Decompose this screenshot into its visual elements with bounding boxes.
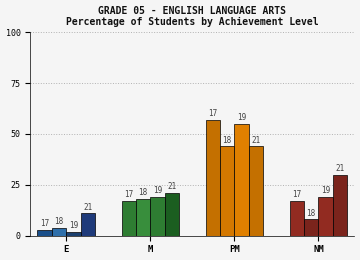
Bar bbox=[289, 201, 304, 236]
Text: 17: 17 bbox=[40, 219, 49, 228]
Text: 19: 19 bbox=[69, 221, 78, 230]
Bar bbox=[319, 197, 333, 236]
Bar bbox=[304, 219, 319, 236]
Title: GRADE 05 - ENGLISH LANGUAGE ARTS
Percentage of Students by Achievement Level: GRADE 05 - ENGLISH LANGUAGE ARTS Percent… bbox=[66, 5, 319, 27]
Text: 17: 17 bbox=[208, 109, 217, 118]
Bar bbox=[37, 230, 52, 236]
Bar bbox=[165, 193, 179, 236]
Bar bbox=[81, 213, 95, 236]
Bar bbox=[220, 146, 234, 236]
Text: 19: 19 bbox=[153, 186, 162, 196]
Bar bbox=[234, 124, 249, 236]
Bar bbox=[66, 232, 81, 236]
Text: 18: 18 bbox=[307, 209, 316, 218]
Bar bbox=[122, 201, 136, 236]
Text: 21: 21 bbox=[251, 135, 261, 145]
Text: 19: 19 bbox=[237, 113, 246, 122]
Text: 17: 17 bbox=[292, 191, 301, 199]
Bar bbox=[150, 197, 165, 236]
Bar bbox=[249, 146, 263, 236]
Bar bbox=[333, 175, 347, 236]
Text: 21: 21 bbox=[336, 164, 345, 173]
Bar bbox=[52, 228, 66, 236]
Text: 17: 17 bbox=[124, 191, 133, 199]
Text: 18: 18 bbox=[222, 135, 232, 145]
Text: 18: 18 bbox=[54, 217, 64, 226]
Text: 21: 21 bbox=[83, 203, 93, 212]
Text: 19: 19 bbox=[321, 186, 330, 196]
Text: 18: 18 bbox=[139, 188, 148, 197]
Bar bbox=[136, 199, 150, 236]
Text: 21: 21 bbox=[167, 182, 176, 191]
Bar bbox=[206, 120, 220, 236]
